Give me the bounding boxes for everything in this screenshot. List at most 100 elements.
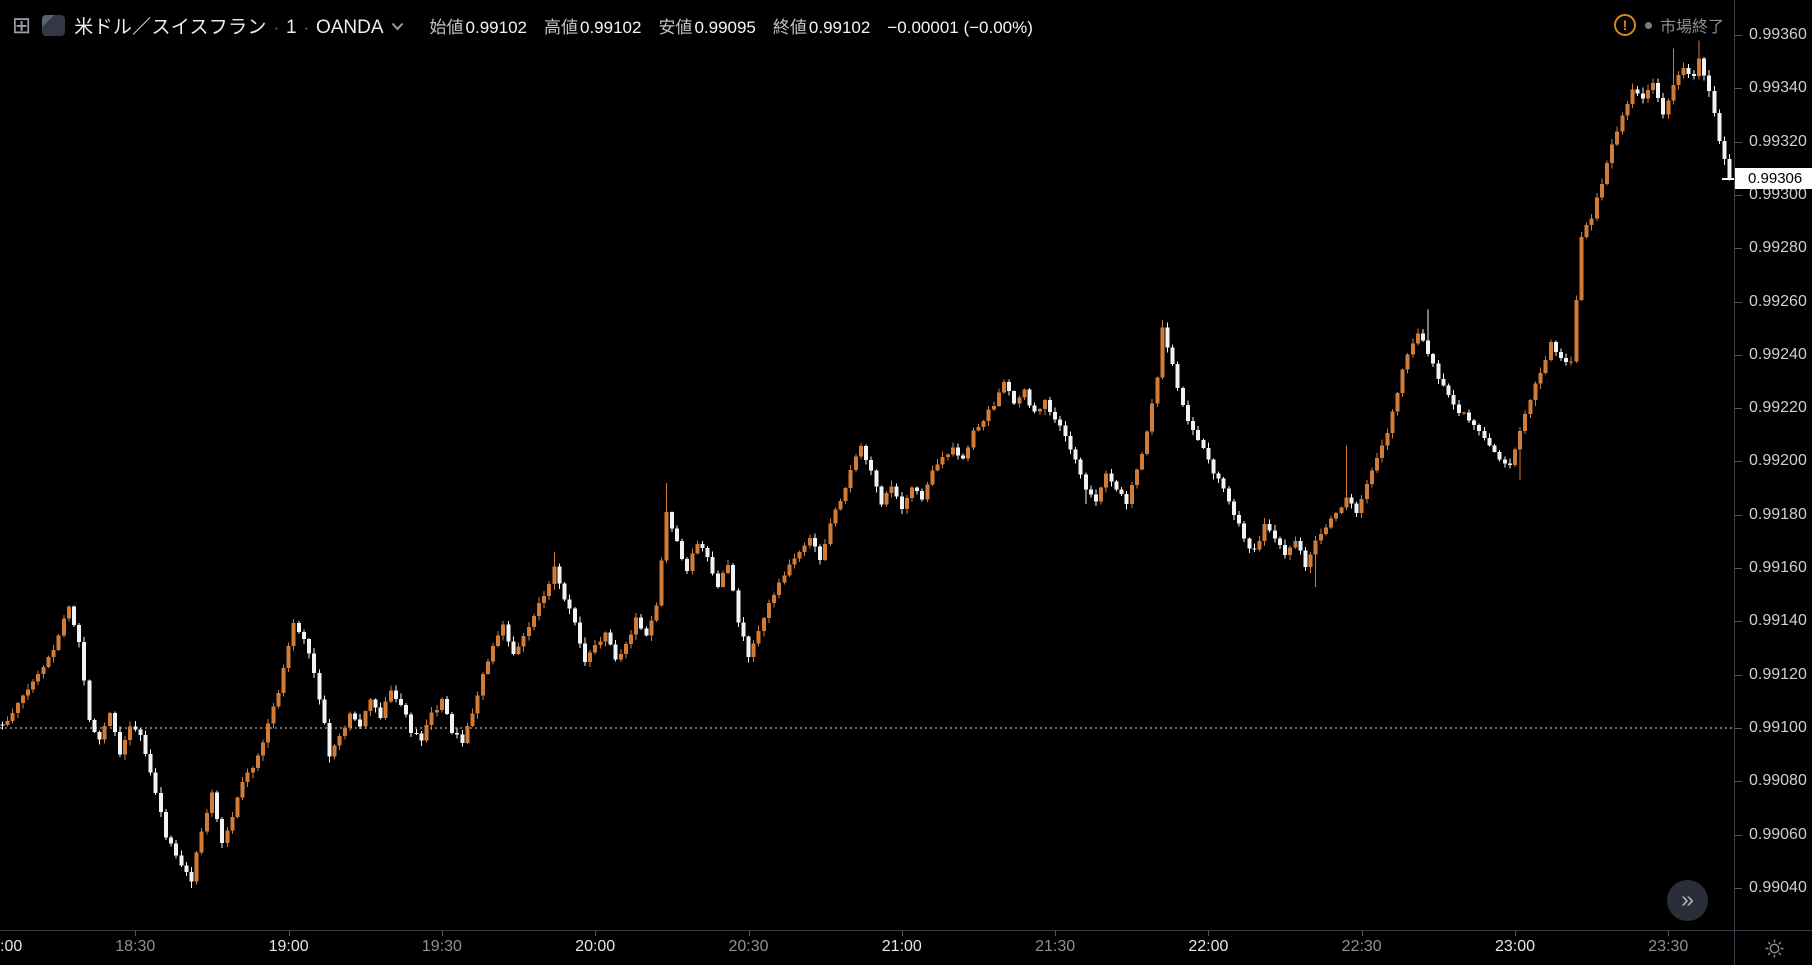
price-tick [1735,834,1742,836]
candle [1625,100,1630,120]
price-tick-label: 0.99040 [1749,878,1807,896]
candle [434,705,439,717]
candle [317,669,322,705]
candle [61,615,66,638]
candle [342,725,347,740]
candle [1497,450,1502,462]
candle [858,443,863,460]
status-dot-icon [1644,21,1652,29]
candle [0,721,5,730]
candle [358,714,363,730]
candle [1344,445,1349,511]
change-value: −0.00001 (−0.00%) [887,18,1033,37]
time-axis[interactable]: :00 18:30 19:00 19:30 20:00 20:30 21:00 21:30 22… [0,930,1734,965]
high-label: 高値 [543,18,578,37]
candle [1093,489,1098,507]
candle [1650,78,1655,95]
candle [690,548,695,575]
candle [1390,408,1395,439]
time-tick-label: 22:00 [1188,938,1229,955]
candle [710,551,715,576]
candle [143,730,148,757]
candle [332,744,337,760]
warning-icon[interactable]: ! [1613,14,1636,36]
candle [56,634,61,651]
candle [1216,471,1221,483]
candle [669,511,674,533]
price-scale-settings-icon[interactable] [1764,938,1785,959]
interval-value[interactable]: 1 [286,17,297,38]
candle [956,443,961,460]
candle [1201,438,1206,450]
add-symbol-icon[interactable]: ⊞ [12,12,32,38]
candle [782,571,787,585]
candle [480,672,485,700]
candle [1339,506,1344,515]
candle [1145,429,1150,456]
time-tick [1668,931,1670,936]
candle [1012,390,1017,406]
candle [87,679,92,723]
candle [618,648,623,662]
candle [910,485,915,502]
candle [1349,494,1354,509]
time-tick [1208,931,1210,936]
candle [1538,367,1543,390]
candle [874,469,879,493]
candle [1702,57,1707,81]
candle [10,708,15,724]
candle [884,490,889,507]
candle [429,706,434,730]
candle [1594,192,1599,221]
candle [97,730,102,745]
exchange-name[interactable]: OANDA [315,17,384,38]
candle [1717,109,1722,145]
candle [1712,86,1717,117]
time-tick-label: 23:00 [1494,938,1536,955]
candle [123,735,128,761]
price-tick-label: 0.99060 [1749,825,1807,843]
candle [659,557,664,607]
candle [179,850,184,867]
price-tick [1735,674,1742,676]
chevron-down-icon[interactable] [391,22,404,31]
candle [741,616,746,641]
candle [1114,479,1119,492]
candle [986,405,991,427]
candle [521,632,526,652]
candle [1375,453,1380,473]
go-to-realtime-button[interactable]: » [1667,880,1708,921]
candle [588,650,593,667]
candle [460,729,465,747]
time-tick-label: :00 [0,938,23,955]
time-tick [1515,931,1516,936]
candle [720,570,725,588]
candle [66,605,71,622]
chart-header: ⊞ 米ドル／スイスフラン · 1 · OANDA 始値 0.99102 高値 0.9… [12,12,1033,39]
candle [680,538,685,561]
candle [577,616,582,649]
price-tick-label: 0.99340 [1749,79,1807,97]
candle [802,542,807,557]
candle [1288,545,1293,561]
candle [971,427,976,450]
candle [1543,355,1548,375]
candle [235,796,240,819]
candle [1553,340,1558,357]
time-tick [595,931,597,936]
candle [20,694,25,709]
candle [1354,501,1359,518]
candle [1661,93,1666,119]
candle [685,556,690,574]
price-axis[interactable]: 0.99306 0.99360 0.99340 0.99320 0.99300 0.99… [1734,0,1812,930]
symbol-button[interactable]: 米ドル／スイスフラン · 1 · OANDA [74,12,403,39]
chart-canvas[interactable] [0,0,1734,930]
candle [1226,485,1231,505]
candle [557,563,562,589]
candle [848,464,853,493]
candle [818,544,823,565]
candle [1589,214,1594,231]
candle [312,648,317,678]
candle [133,720,138,732]
